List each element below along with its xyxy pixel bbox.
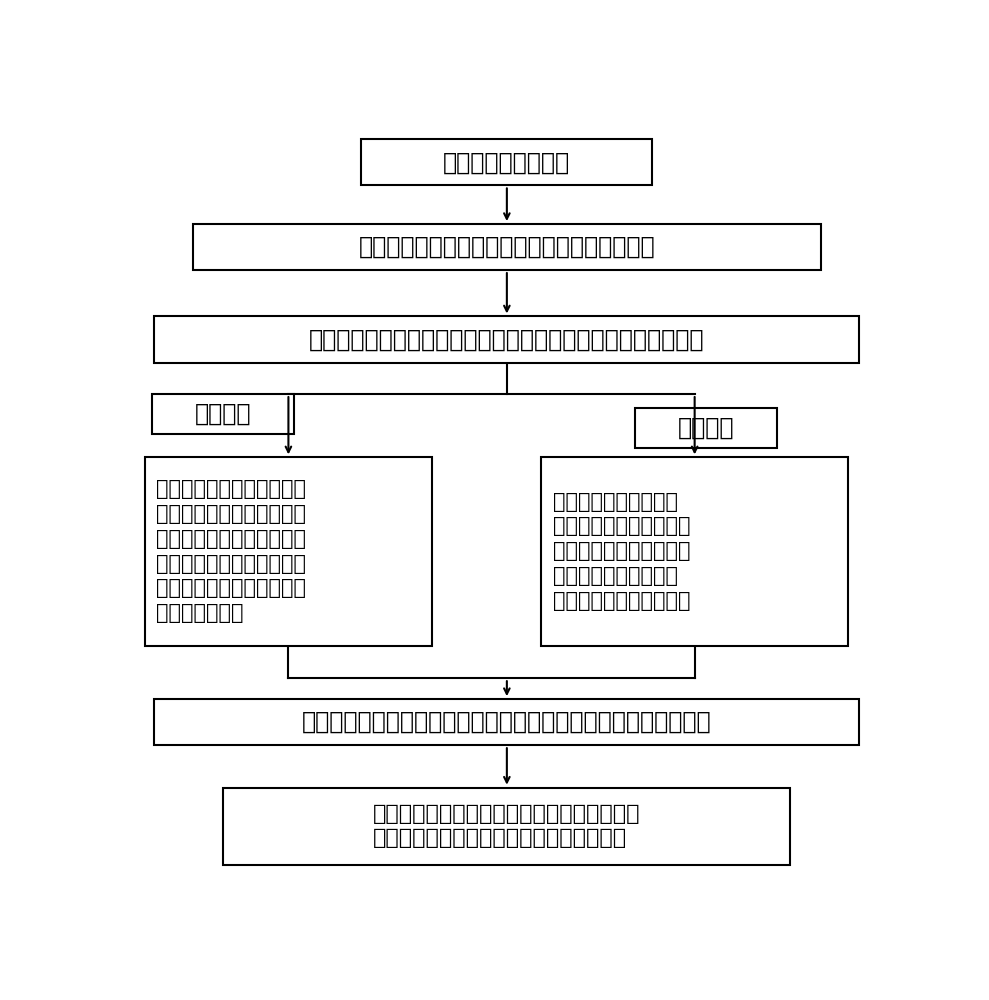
FancyBboxPatch shape [152,394,294,434]
FancyBboxPatch shape [361,139,653,185]
Text: 读取重建的颅骨及其周围软
组织的三维模型，利用完好
一侧颅骨及其周围软组织的
信息重建缺损一侧颅骨及其
周围软组织的镜像图像，二
者进行布尔运算: 读取重建的颅骨及其周围软 组织的三维模型，利用完好 一侧颅骨及其周围软组织的 信… [156,479,307,623]
Text: 将这些图像数据转移到计算机进行图像数据处理: 将这些图像数据转移到计算机进行图像数据处理 [359,235,655,259]
Text: 获取患者头颅图像数: 获取患者头颅图像数 [443,150,571,174]
FancyBboxPatch shape [224,788,790,865]
Text: 双侧受损: 双侧受损 [677,416,735,440]
FancyBboxPatch shape [154,316,859,363]
Text: 单侧受损: 单侧受损 [195,402,251,426]
Text: 分割、提取颅骨及其周围软组织的数据信息，并重建其三维模型: 分割、提取颅骨及其周围软组织的数据信息，并重建其三维模型 [310,327,704,351]
FancyBboxPatch shape [144,457,432,646]
FancyBboxPatch shape [154,699,859,745]
FancyBboxPatch shape [635,408,777,448]
Text: 将修正过的颅脑修复体模型输入激光快速成形
机中，制作带肌带窗的颅脑修复体三维模型: 将修正过的颅脑修复体模型输入激光快速成形 机中，制作带肌带窗的颅脑修复体三维模型 [373,804,641,848]
Text: 读取重建的颅骨及其周
围软组织的三维模型，将
其与多个正常颅骨比对，
选取其中相似颅形者为
对照，二者进行布尔运算: 读取重建的颅骨及其周 围软组织的三维模型，将 其与多个正常颅骨比对， 选取其中相… [553,492,690,611]
Text: 在颅脑修复体的下边缘设置肌带空间，并对颅脑修复体进一步修正: 在颅脑修复体的下边缘设置肌带空间，并对颅脑修复体进一步修正 [302,710,712,734]
FancyBboxPatch shape [193,224,821,270]
FancyBboxPatch shape [541,457,848,646]
